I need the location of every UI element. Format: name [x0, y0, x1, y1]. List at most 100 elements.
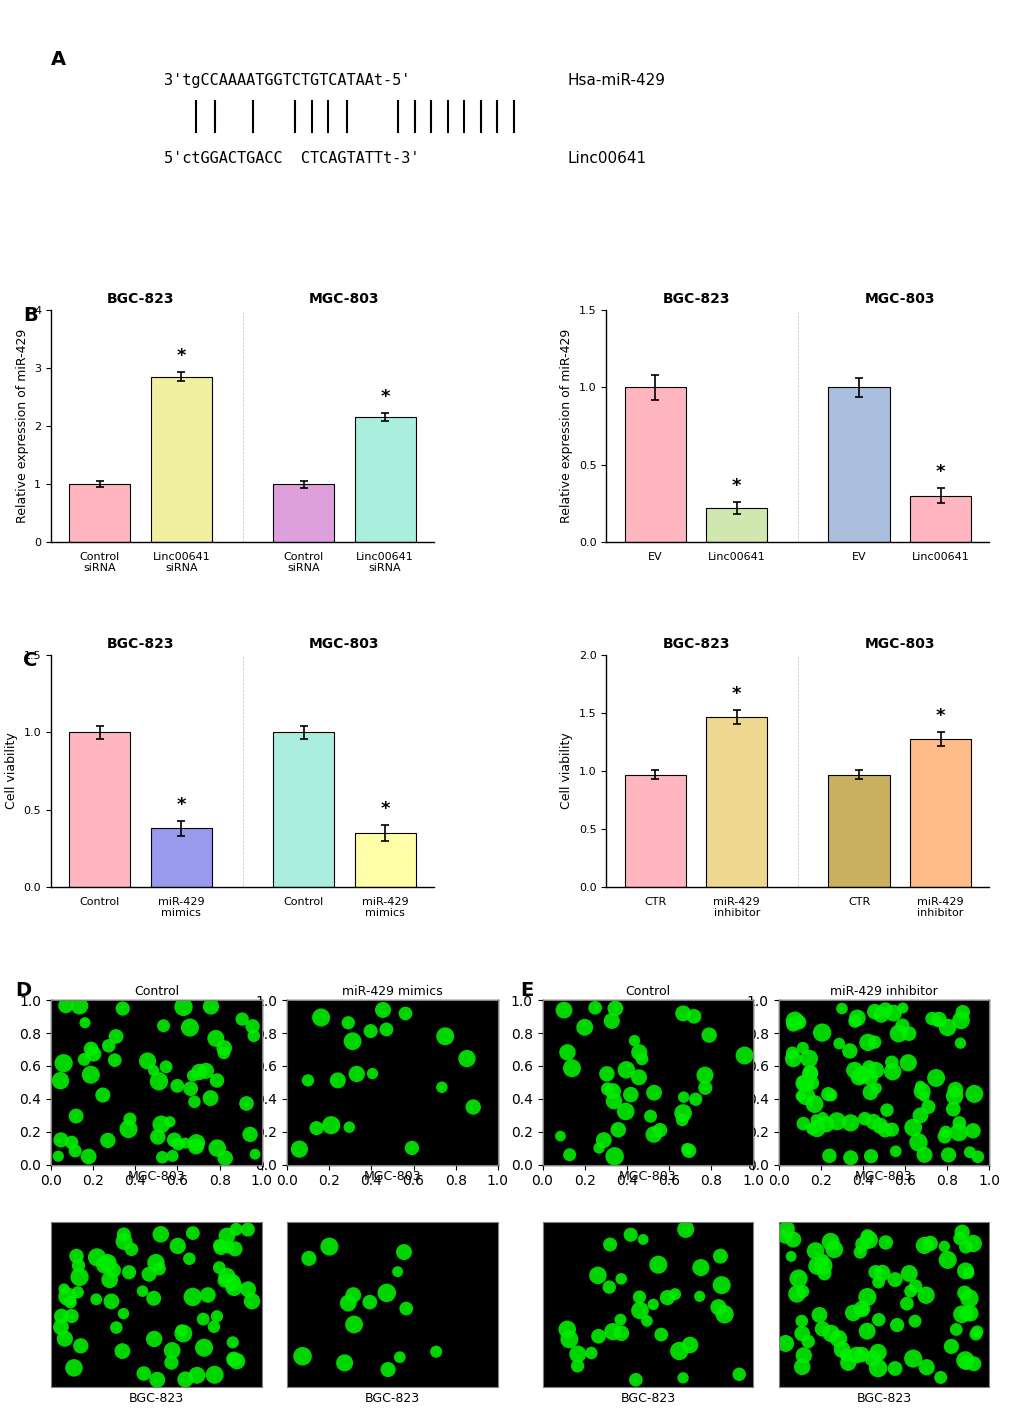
Point	[737, 1332, 753, 1354]
Point	[220, 1237, 236, 1259]
Point	[243, 1322, 259, 1344]
Point	[909, 1235, 925, 1258]
Point	[301, 1247, 317, 1269]
Point	[53, 1029, 69, 1051]
Point	[704, 1350, 720, 1373]
Point	[564, 1057, 580, 1080]
Point	[202, 1087, 218, 1109]
Point	[239, 1346, 256, 1368]
Point	[638, 1310, 654, 1333]
Point	[928, 1010, 945, 1033]
Point	[685, 1224, 701, 1247]
Point	[944, 1067, 960, 1090]
Point	[658, 1286, 675, 1309]
Point	[598, 1063, 614, 1085]
Point	[853, 1298, 869, 1320]
Point	[156, 1356, 172, 1378]
Point	[823, 1274, 840, 1296]
Point	[788, 1282, 804, 1305]
Point	[784, 1344, 800, 1367]
Point	[606, 1145, 623, 1167]
Point	[871, 1115, 888, 1138]
Point	[574, 1125, 590, 1148]
Point	[901, 1097, 917, 1119]
Point	[135, 1279, 151, 1302]
Point	[123, 1269, 140, 1292]
Bar	[705, 716, 766, 887]
Point	[353, 1039, 369, 1061]
Point	[785, 1013, 801, 1036]
Point	[626, 1029, 642, 1051]
Point	[123, 1238, 140, 1261]
Point	[203, 1124, 219, 1146]
Point	[125, 1259, 142, 1282]
Point	[587, 1264, 603, 1286]
Point	[680, 1139, 696, 1162]
Point	[952, 1009, 968, 1032]
Point	[53, 1316, 69, 1339]
Point	[212, 1299, 228, 1322]
Point	[897, 993, 913, 1016]
Point	[825, 1238, 842, 1261]
Point	[900, 1262, 916, 1285]
Point	[921, 1039, 937, 1061]
Point	[675, 1102, 691, 1125]
Point	[950, 1121, 966, 1143]
Point	[76, 1368, 93, 1391]
Point	[875, 1027, 892, 1050]
Point	[560, 1296, 577, 1319]
Point	[803, 1071, 819, 1094]
Point	[940, 1143, 956, 1166]
Point	[390, 1148, 407, 1170]
Point	[184, 1221, 201, 1244]
Point	[630, 1065, 646, 1088]
Point	[951, 1285, 967, 1307]
Point	[446, 1132, 463, 1155]
Point	[894, 996, 910, 1019]
Bar	[909, 739, 970, 887]
Point	[622, 1309, 638, 1332]
Point	[586, 1368, 602, 1391]
Point	[323, 1114, 339, 1136]
Point	[224, 1271, 240, 1293]
Point	[876, 1266, 893, 1289]
Point	[970, 1272, 986, 1295]
Point	[638, 1007, 654, 1030]
Point	[397, 1298, 414, 1320]
Point	[68, 1082, 85, 1105]
Point	[797, 1071, 813, 1094]
Point	[559, 1254, 576, 1276]
Text: D: D	[15, 981, 32, 1000]
Point	[829, 1324, 846, 1347]
Point	[217, 1146, 233, 1169]
Point	[151, 1050, 167, 1073]
Point	[814, 1288, 830, 1310]
Point	[835, 1223, 851, 1245]
Point	[624, 1265, 640, 1288]
Point	[68, 1105, 85, 1128]
Point	[193, 1360, 209, 1382]
Point	[865, 1218, 881, 1241]
Point	[210, 1298, 226, 1320]
Point	[170, 1015, 186, 1037]
Point	[816, 1247, 833, 1269]
Point	[308, 1135, 324, 1157]
Point	[834, 1339, 850, 1361]
Point	[696, 1064, 712, 1087]
Point	[141, 1264, 157, 1286]
Point	[846, 1058, 862, 1081]
Point	[852, 1232, 868, 1255]
Point	[671, 1340, 687, 1363]
Point	[216, 1269, 232, 1292]
Point	[908, 1365, 924, 1388]
Point	[433, 1075, 449, 1098]
Point	[389, 1261, 406, 1283]
Point	[822, 1322, 839, 1344]
Point	[108, 1026, 124, 1049]
Text: 3'tgCCAAAATGGTCTGTCATAAt-5': 3'tgCCAAAATGGTCTGTCATAAt-5'	[163, 74, 410, 88]
Point	[704, 1050, 720, 1073]
Point	[148, 1251, 164, 1274]
Point	[235, 1005, 252, 1027]
Point	[242, 1104, 258, 1126]
Point	[848, 1265, 864, 1288]
